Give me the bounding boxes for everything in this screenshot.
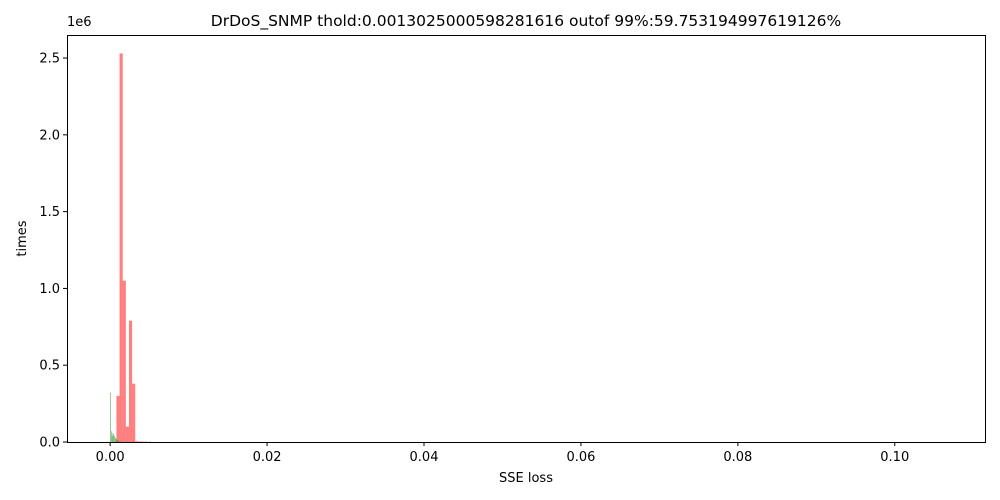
x-tick-label: 0.04 — [410, 450, 439, 465]
y-tick-label: 2.5 — [39, 52, 60, 67]
histogram-bar — [117, 440, 118, 442]
histogram-bar — [135, 441, 139, 442]
histogram-bar — [110, 392, 111, 442]
y-tick-label: 2.0 — [39, 128, 60, 143]
histogram-bar — [116, 439, 118, 442]
histogram-bar — [115, 438, 117, 442]
bars-layer — [110, 53, 151, 443]
histogram-bar — [128, 320, 133, 442]
histogram-bar — [116, 395, 120, 442]
histogram-bar — [118, 440, 119, 442]
histogram-bar — [112, 432, 114, 442]
histogram-bar — [145, 441, 147, 442]
histogram-bar — [125, 426, 129, 442]
x-tick-label: 0.00 — [96, 450, 125, 465]
plot-area — [67, 35, 985, 442]
histogram-bar — [113, 434, 115, 442]
y-tick-label: 0.5 — [39, 359, 60, 374]
chart-title: DrDoS_SNMP thold:0.0013025000598281616 o… — [211, 12, 841, 31]
histogram-bar — [119, 441, 121, 442]
histogram-bar — [132, 383, 136, 442]
histogram-bar — [110, 431, 112, 442]
histogram-bar — [111, 435, 113, 442]
histogram-bar — [119, 53, 123, 443]
x-tick-label: 0.02 — [253, 450, 282, 465]
x-tick-label: 0.08 — [723, 450, 752, 465]
histogram-bar — [141, 441, 143, 442]
y-axis-offset-label: 1e6 — [67, 15, 92, 30]
histogram-bar — [122, 280, 126, 442]
histogram-bar — [121, 441, 123, 442]
x-axis: 0.00 0.02 0.04 0.06 0.08 0.10 — [96, 442, 909, 465]
y-tick-label: 1.0 — [39, 282, 60, 297]
x-axis-label: SSE loss — [499, 471, 553, 486]
y-tick-label: 0.0 — [39, 436, 60, 451]
histogram-bar — [114, 435, 115, 442]
x-tick-label: 0.06 — [566, 450, 595, 465]
histogram-bar — [114, 437, 116, 442]
y-axis-label: times — [15, 220, 30, 256]
x-tick-label: 0.10 — [880, 450, 909, 465]
plot-frame — [67, 35, 986, 443]
y-tick-label: 1.5 — [39, 205, 60, 220]
y-axis: 0.0 0.5 1.0 1.5 2.0 2.5 — [39, 52, 67, 451]
